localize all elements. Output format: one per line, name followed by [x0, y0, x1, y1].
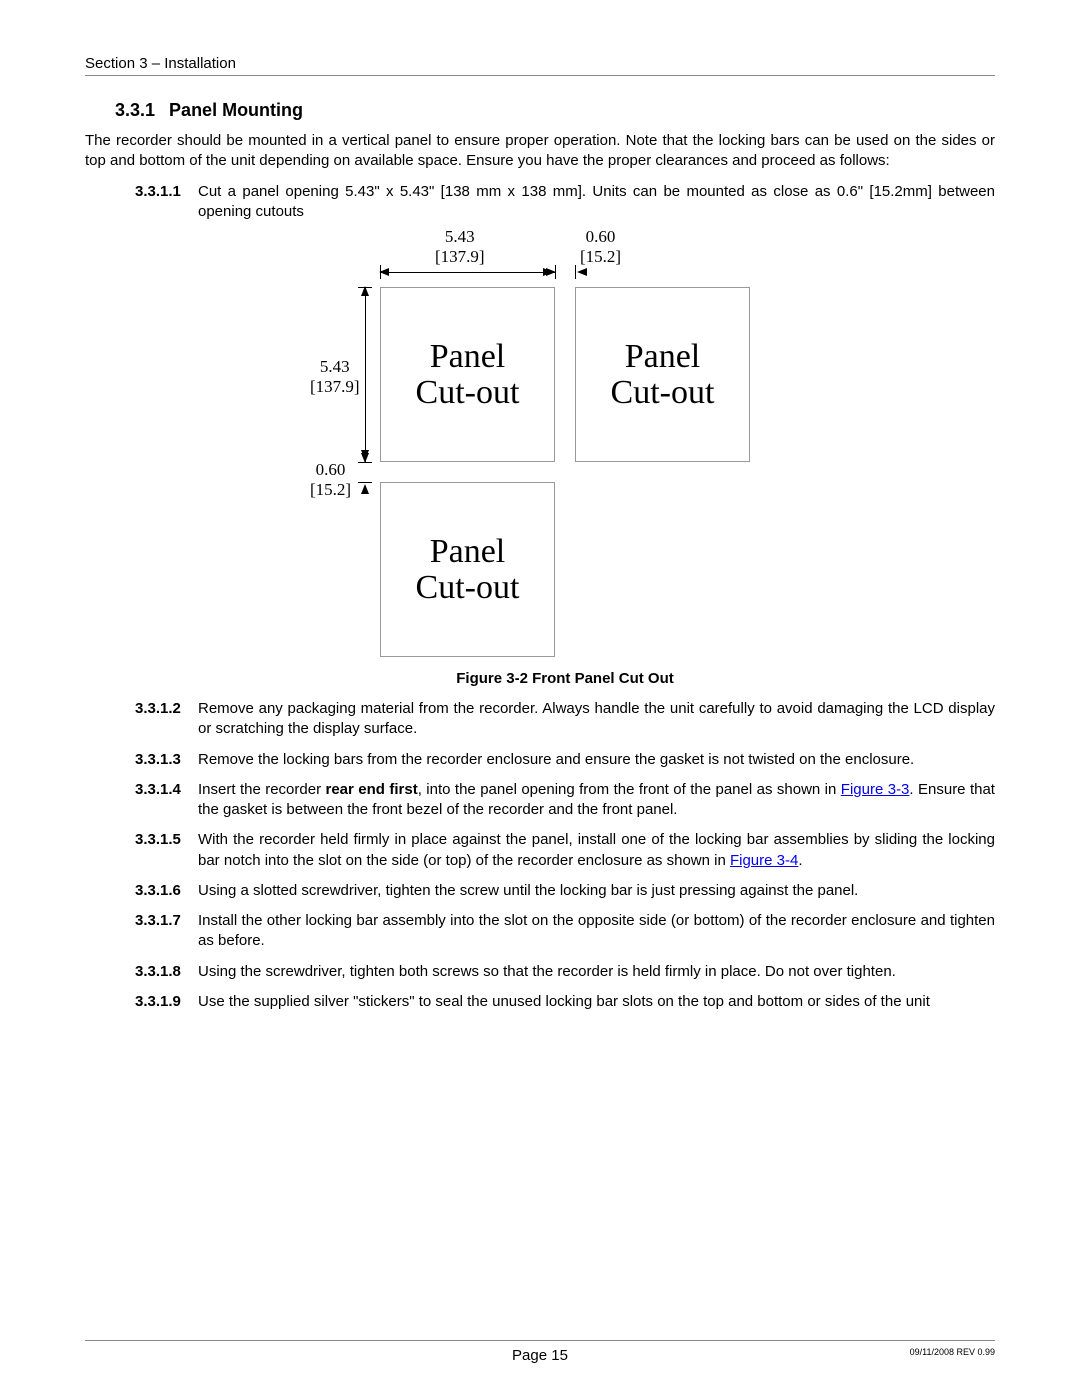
step: 3.3.1.9 Use the supplied silver "sticker… [135, 992, 995, 1012]
step: 3.3.1.8 Using the screwdriver, tighten b… [135, 962, 995, 982]
figure-diagram: 5.43[137.9] 0.60[15.2] 5.43[137.9] [135, 232, 995, 652]
step-number: 3.3.1.4 [135, 780, 190, 821]
step-number: 3.3.1.1 [135, 182, 190, 223]
step-body: Using the screwdriver, tighten both scre… [198, 962, 995, 982]
section-header: Section 3 – Installation [85, 55, 995, 76]
step: 3.3.1.2 Remove any packaging material fr… [135, 699, 995, 740]
step-number: 3.3.1.5 [135, 830, 190, 871]
cutout-box: Panel Cut-out [380, 482, 555, 657]
heading-number: 3.3.1 [115, 100, 155, 121]
intro-paragraph: The recorder should be mounted in a vert… [85, 131, 995, 172]
step-number: 3.3.1.6 [135, 881, 190, 901]
revision-stamp: 09/11/2008 REV 0.99 [910, 1347, 995, 1357]
heading: 3.3.1 Panel Mounting [115, 100, 995, 121]
step-body: Install the other locking bar assembly i… [198, 911, 995, 952]
step: 3.3.1.4 Insert the recorder rear end fir… [135, 780, 995, 821]
step-body: Cut a panel opening 5.43" x 5.43" [138 m… [198, 182, 995, 223]
step: 3.3.1.5 With the recorder held firmly in… [135, 830, 995, 871]
step-number: 3.3.1.3 [135, 750, 190, 770]
step-body: With the recorder held firmly in place a… [198, 830, 995, 871]
step: 3.3.1.3 Remove the locking bars from the… [135, 750, 995, 770]
dim-height-label: 5.43[137.9] [310, 357, 360, 396]
heading-title: Panel Mounting [169, 100, 303, 121]
step: 3.3.1.6 Using a slotted screwdriver, tig… [135, 881, 995, 901]
step-number: 3.3.1.7 [135, 911, 190, 952]
cutout-box: Panel Cut-out [380, 287, 555, 462]
step: 3.3.1.1 Cut a panel opening 5.43" x 5.43… [135, 182, 995, 223]
figure-link[interactable]: Figure 3-4 [730, 852, 798, 869]
step-body: Remove the locking bars from the recorde… [198, 750, 995, 770]
dim-width-label: 5.43[137.9] [435, 227, 485, 266]
step-number: 3.3.1.9 [135, 992, 190, 1012]
step-number: 3.3.1.8 [135, 962, 190, 982]
cutout-box: Panel Cut-out [575, 287, 750, 462]
figure-caption: Figure 3-2 Front Panel Cut Out [135, 670, 995, 687]
step-number: 3.3.1.2 [135, 699, 190, 740]
step-body: Insert the recorder rear end first, into… [198, 780, 995, 821]
step-body: Use the supplied silver "stickers" to se… [198, 992, 995, 1012]
dim-gap-v-label: 0.60[15.2] [310, 460, 351, 499]
page: Section 3 – Installation 3.3.1 Panel Mou… [85, 55, 995, 1342]
dim-gap-h-label: 0.60[15.2] [580, 227, 621, 266]
step: 3.3.1.7 Install the other locking bar as… [135, 911, 995, 952]
steps-list: 3.3.1.1 Cut a panel opening 5.43" x 5.43… [135, 182, 995, 1013]
figure-link[interactable]: Figure 3-3 [841, 781, 910, 798]
page-number: Page 15 [85, 1347, 995, 1364]
step-body: Using a slotted screwdriver, tighten the… [198, 881, 995, 901]
page-footer: Page 15 09/11/2008 REV 0.99 [85, 1340, 995, 1357]
step-body: Remove any packaging material from the r… [198, 699, 995, 740]
